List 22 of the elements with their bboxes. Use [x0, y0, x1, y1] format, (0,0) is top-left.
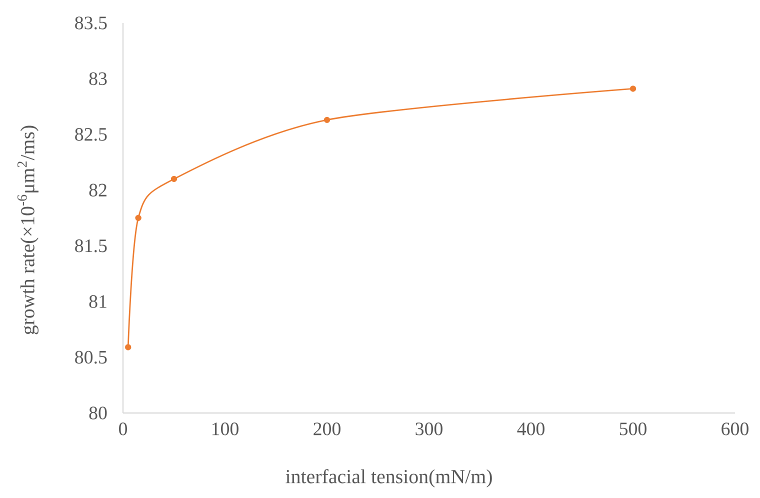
x-tick-label: 600	[722, 422, 748, 436]
x-tick-label: 500	[620, 422, 646, 436]
y-tick-label: 82.5	[75, 128, 107, 141]
x-tick-label: 400	[517, 422, 544, 436]
y-tick-label: 81	[89, 295, 106, 308]
x-axis-title: interfacial tension(mN/m)	[286, 469, 492, 488]
y-tick-label: 82	[89, 184, 106, 197]
x-tick-label: 200	[314, 422, 340, 436]
y-tick-label: 83	[89, 72, 107, 86]
y-tick-label: 80.5	[75, 350, 107, 364]
x-tick-label: 100	[212, 422, 238, 436]
point	[170, 176, 178, 182]
point	[630, 86, 636, 92]
point	[324, 116, 330, 124]
y-axis-title: growth rate(×10$^{-6}$μm$^{2}$/ms)	[17, 126, 39, 334]
point	[135, 214, 142, 222]
y-tick-label: 80	[89, 406, 107, 420]
y-tick-label: 81.5	[75, 239, 107, 252]
x-tick-label: 300	[416, 422, 442, 436]
point	[125, 344, 132, 350]
y-tick-label: 83.5	[75, 16, 107, 30]
x-tick-label: 0	[118, 422, 128, 436]
